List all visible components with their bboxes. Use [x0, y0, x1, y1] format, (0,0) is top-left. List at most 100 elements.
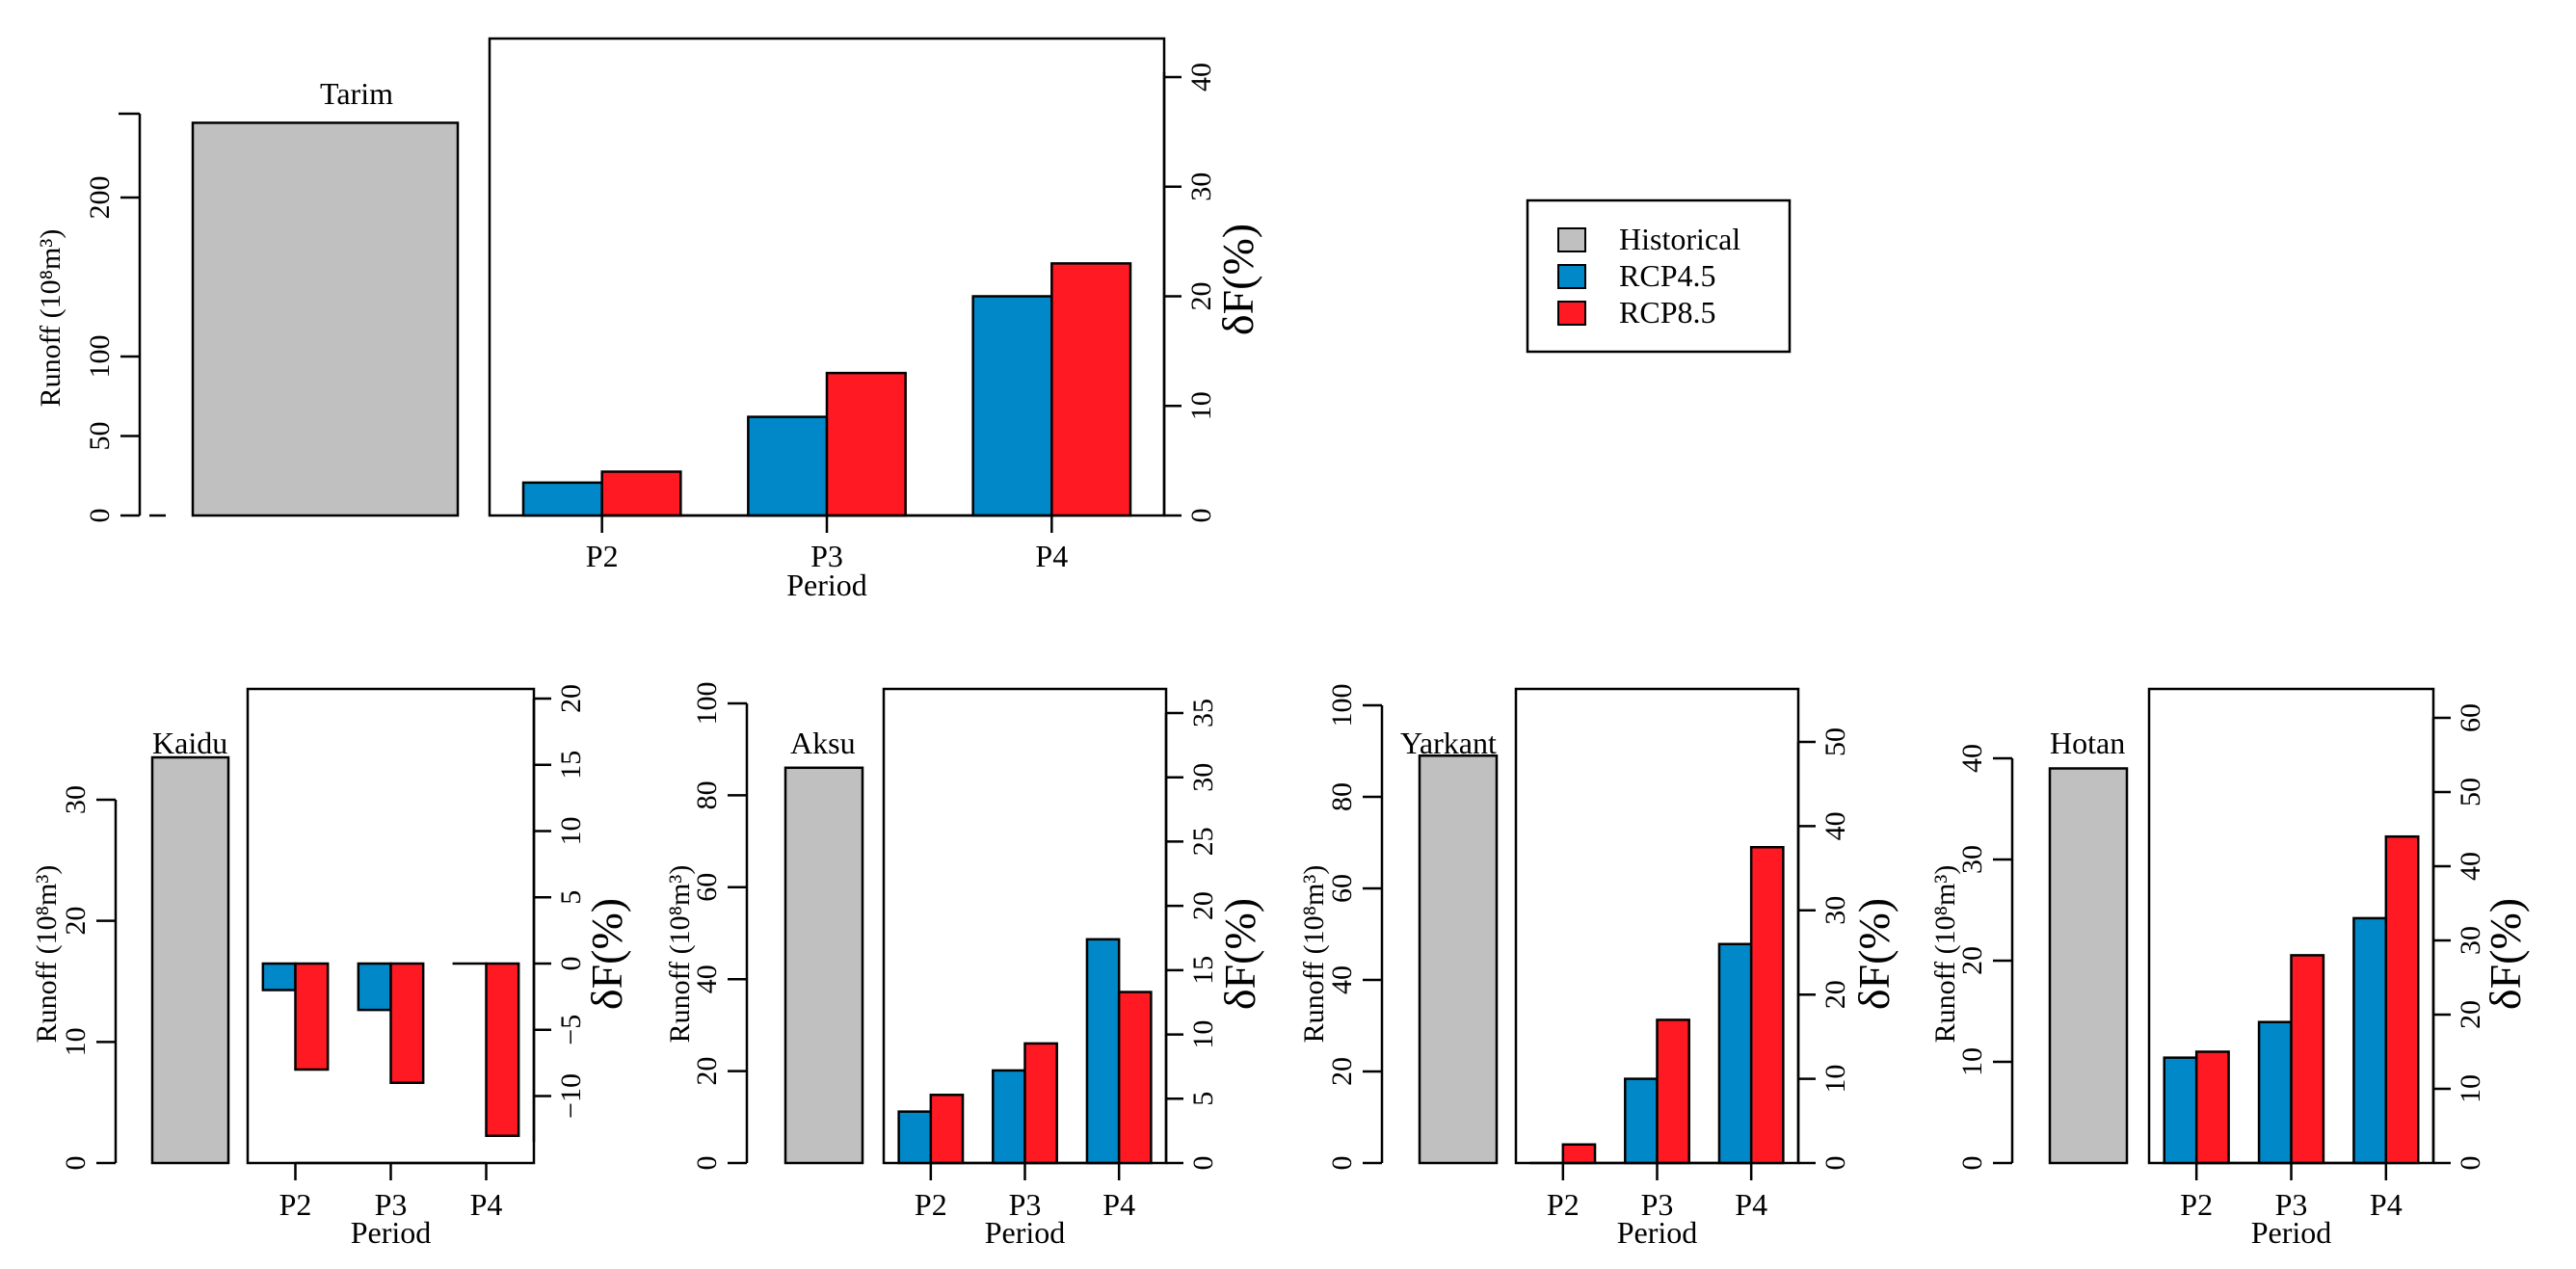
- runoff-tick-label: 20: [1326, 1057, 1358, 1086]
- runoff-tick-label: 20: [1956, 946, 1988, 975]
- delta-tick-label: 30: [1185, 172, 1217, 201]
- delta-tick-label: −5: [555, 1015, 587, 1045]
- runoff-tick-label: 10: [1956, 1047, 1988, 1076]
- category-label: P2: [279, 1187, 312, 1222]
- bar-rcp85-p2: [294, 962, 330, 1071]
- bar-rcp85-p3: [1023, 1042, 1058, 1165]
- delta-tick-label: 40: [2455, 852, 2486, 881]
- bar-rcp85-p2: [929, 1094, 965, 1165]
- delta-tick-label: 30: [1187, 763, 1219, 792]
- delta-tick-label: 10: [1187, 1020, 1219, 1049]
- bar-historical: [191, 121, 460, 517]
- delta-tick-label: 50: [2455, 778, 2486, 806]
- bar-rcp85-p3: [2290, 954, 2325, 1165]
- category-label: P2: [586, 539, 619, 573]
- bar-rcp45-p4: [1085, 938, 1121, 1165]
- x-axis-title: Period: [2251, 1215, 2332, 1250]
- delta-tick-label: 25: [1187, 827, 1219, 856]
- runoff-tick-label: 100: [84, 335, 116, 379]
- runoff-tick-label: 60: [1326, 874, 1358, 903]
- bar-rcp45-p2: [261, 962, 297, 991]
- runoff-tick-label: 20: [60, 907, 92, 936]
- runoff-axis-title: Runoff (10⁸m³): [1929, 865, 1961, 1044]
- legend-label: Historical: [1619, 222, 1740, 256]
- bar-rcp45-p3: [747, 415, 829, 517]
- category-label: P3: [1641, 1187, 1674, 1222]
- delta-tick-label: 50: [1819, 727, 1851, 756]
- panel-title: Yarkant: [1400, 726, 1497, 760]
- delta-tick-label: 35: [1187, 699, 1219, 727]
- bar-historical: [150, 755, 230, 1165]
- category-label: P2: [915, 1187, 947, 1222]
- delta-tick-label: 0: [1187, 1156, 1219, 1171]
- runoff-axis-title: Runoff (10⁸m³): [1298, 865, 1330, 1044]
- delta-tick-label: 40: [1185, 63, 1217, 92]
- delta-tick-label: 20: [2455, 1000, 2486, 1029]
- delta-tick-label: 0: [1185, 509, 1217, 523]
- runoff-tick-label: 0: [84, 509, 116, 523]
- x-axis-title: Period: [985, 1215, 1066, 1250]
- bar-rcp45-p2: [897, 1110, 933, 1165]
- delta-tick-label: 10: [1185, 391, 1217, 420]
- bar-rcp45-p4: [2352, 916, 2388, 1165]
- category-label: P4: [1102, 1187, 1135, 1222]
- runoff-tick-label: 60: [691, 873, 723, 902]
- panel-title: Aksu: [790, 726, 856, 760]
- bar-historical: [2048, 767, 2129, 1165]
- bar-rcp85-p2: [2194, 1050, 2230, 1165]
- runoff-tick-label: 0: [1956, 1156, 1988, 1171]
- delta-axis-title: δF(%): [1215, 898, 1264, 1010]
- runoff-tick-label: 0: [691, 1156, 723, 1171]
- delta-axis-title: δF(%): [2481, 898, 2530, 1010]
- category-label: P4: [1735, 1187, 1767, 1222]
- panel-title: Hotan: [2050, 726, 2125, 760]
- runoff-tick-label: 50: [84, 422, 116, 451]
- panel-title: Tarim: [320, 76, 393, 111]
- runoff-tick-label: 40: [1956, 744, 1988, 773]
- bar-rcp45-p3: [2257, 1020, 2293, 1165]
- delta-tick-label: 5: [555, 890, 587, 905]
- delta-tick-label: 20: [1185, 282, 1217, 311]
- delta-tick-label: 10: [1819, 1065, 1851, 1094]
- delta-tick-label: 0: [1819, 1156, 1851, 1171]
- category-label: P3: [810, 539, 843, 573]
- bar-rcp85-p3: [1656, 1018, 1690, 1165]
- delta-tick-label: 0: [555, 957, 587, 971]
- runoff-tick-label: 10: [60, 1027, 92, 1056]
- x-axis-title: Period: [351, 1215, 432, 1250]
- panel-hotan: 0 10 20 30 40 Runoff (10⁸m³) Hotan P2 P3 P4 Period…: [1929, 687, 2530, 1250]
- delta-tick-label: 60: [2455, 703, 2486, 732]
- category-label: P3: [1009, 1187, 1042, 1222]
- bar-rcp85-p2: [1561, 1143, 1597, 1165]
- bar-rcp85-p3: [825, 371, 907, 517]
- delta-tick-label: 0: [2455, 1156, 2486, 1171]
- legend-swatch: [1557, 227, 1586, 252]
- bar-rcp45-p2: [521, 481, 603, 517]
- bar-rcp45-p3: [992, 1069, 1026, 1165]
- runoff-axis-title: Runoff (10⁸m³): [35, 229, 66, 408]
- runoff-tick-label: 20: [691, 1057, 723, 1086]
- legend-swatch: [1557, 301, 1586, 326]
- bar-rcp85-p4: [1050, 262, 1132, 517]
- bar-rcp85-p4: [2384, 834, 2420, 1165]
- runoff-tick-label: 0: [60, 1156, 92, 1171]
- bar-historical: [1418, 754, 1499, 1165]
- category-label: P4: [1035, 539, 1068, 573]
- bar-rcp85-p4: [1749, 846, 1785, 1165]
- category-label: P4: [470, 1187, 503, 1222]
- bar-rcp85-p2: [600, 470, 682, 517]
- legend-swatch: [1557, 264, 1586, 289]
- runoff-tick-label: 200: [84, 176, 116, 220]
- category-label: P4: [2370, 1187, 2403, 1222]
- delta-tick-label: 20: [1819, 980, 1851, 1009]
- bar-rcp45-p3: [357, 962, 392, 1012]
- delta-axis-title: δF(%): [582, 898, 631, 1010]
- bar-historical: [783, 766, 864, 1165]
- legend-label: RCP4.5: [1619, 258, 1715, 293]
- bar-rcp45-p4: [1717, 942, 1753, 1165]
- delta-axis-title: δF(%): [1213, 224, 1262, 335]
- delta-tick-label: 20: [1187, 891, 1219, 920]
